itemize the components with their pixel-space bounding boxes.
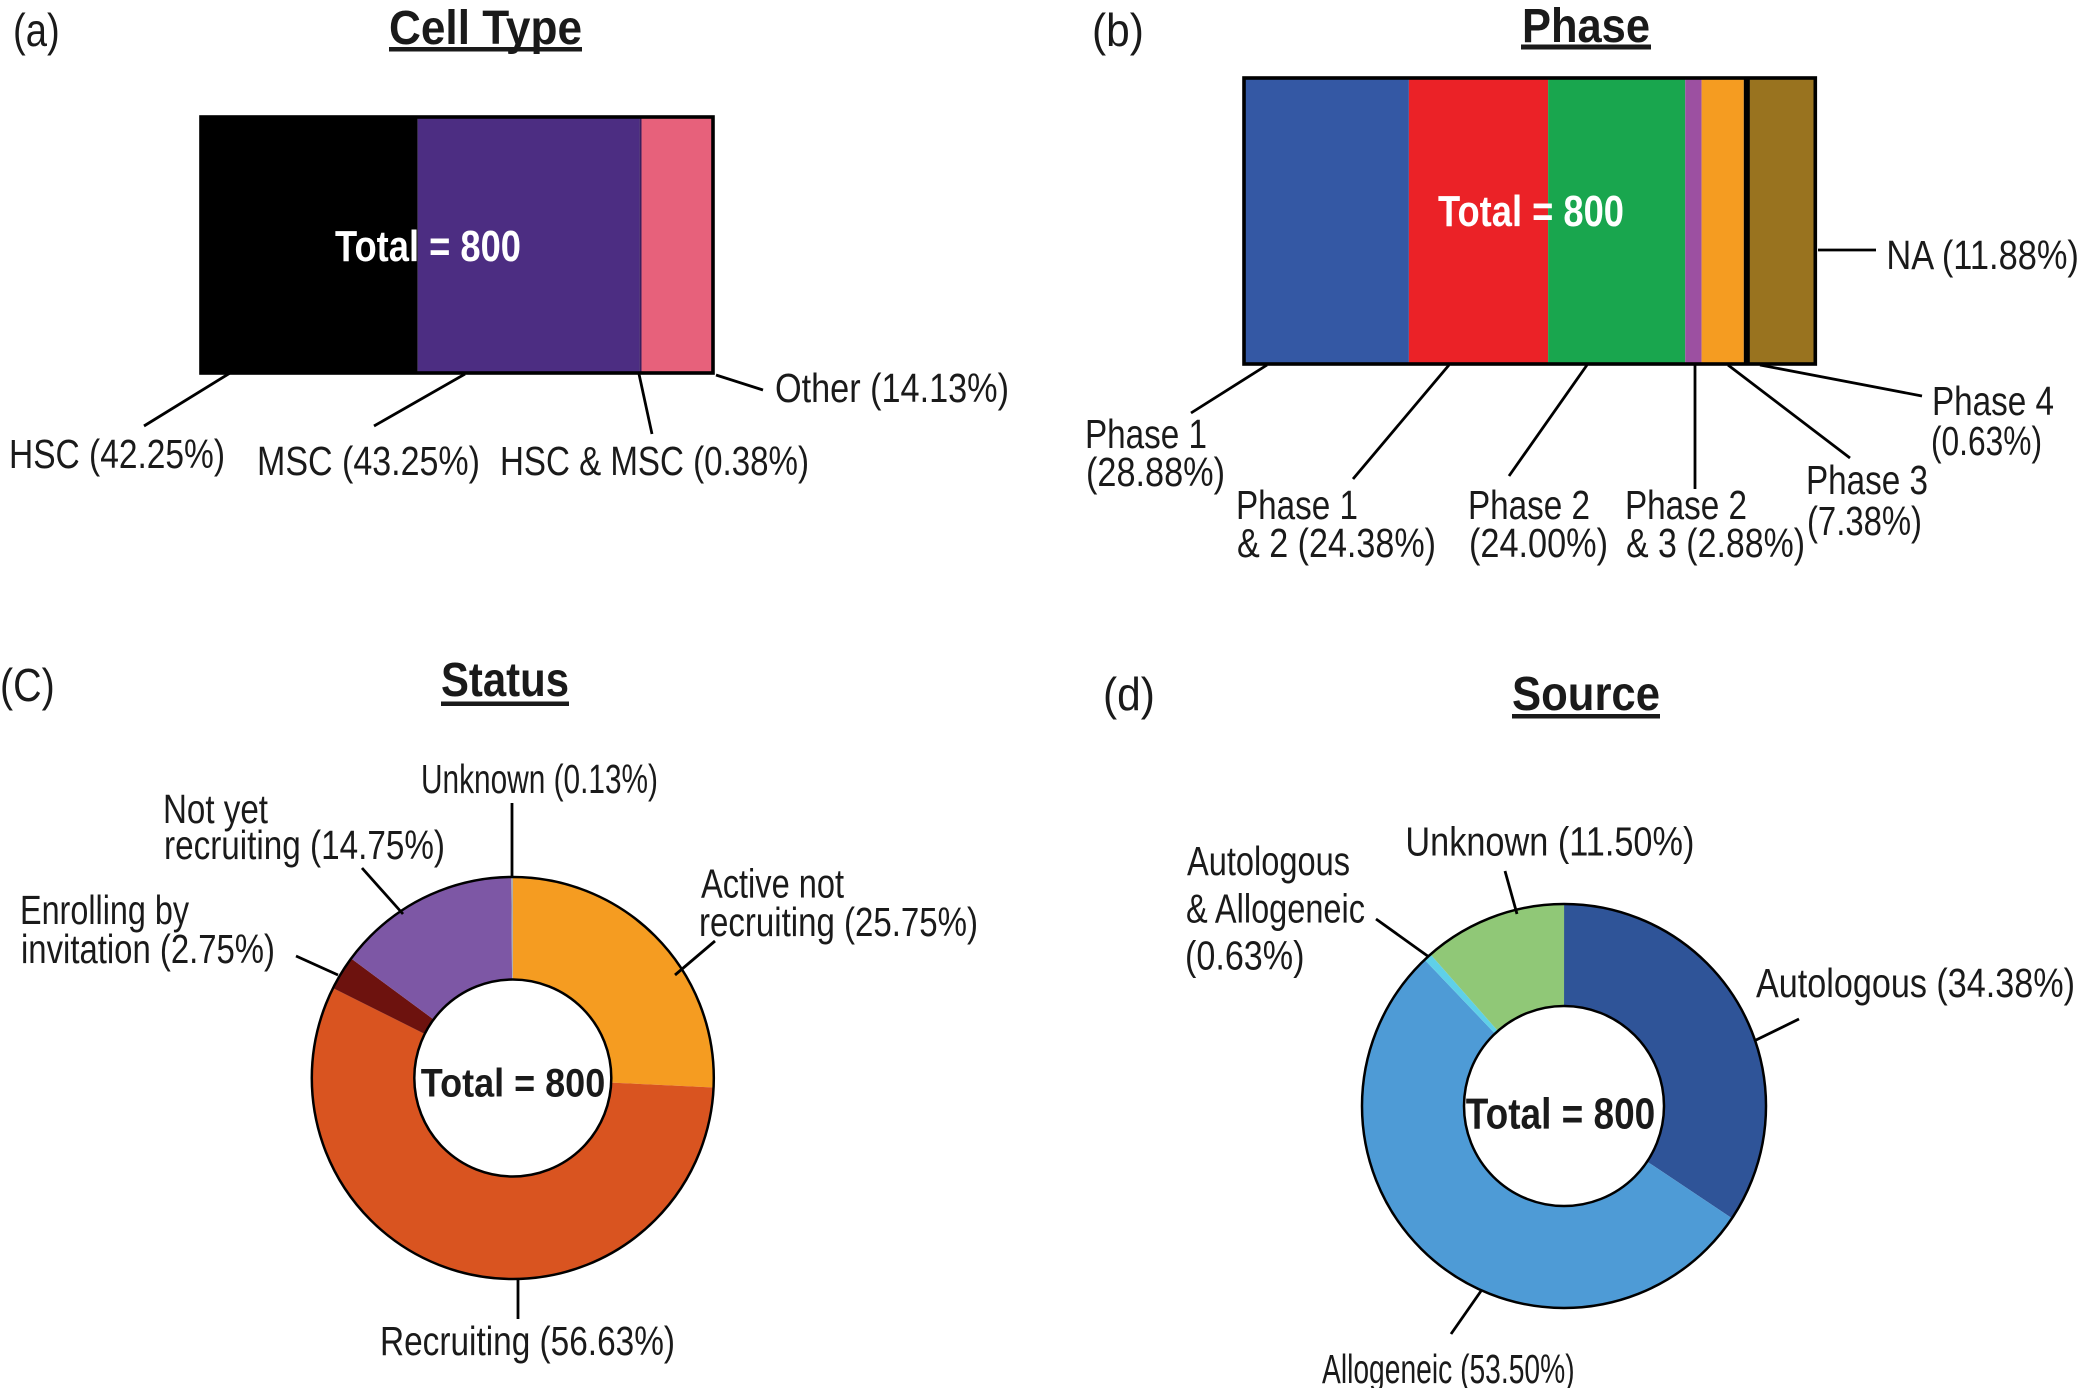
svg-text:(7.38%): (7.38%) (1807, 498, 1922, 544)
svg-text:recruiting (14.75%): recruiting (14.75%) (164, 822, 445, 868)
svg-text:HSC & MSC (0.38%): HSC & MSC (0.38%) (500, 438, 809, 484)
svg-text:recruiting (25.75%): recruiting (25.75%) (699, 899, 978, 945)
svg-text:(24.00%): (24.00%) (1469, 520, 1608, 566)
svg-text:Phase 3: Phase 3 (1806, 457, 1928, 503)
svg-text:(0.63%): (0.63%) (1185, 932, 1305, 978)
svg-text:Phase 1: Phase 1 (1085, 411, 1207, 457)
svg-text:Phase 2: Phase 2 (1625, 482, 1747, 528)
svg-text:Phase 2: Phase 2 (1468, 482, 1590, 528)
svg-text:Source: Source (1512, 668, 1660, 721)
svg-text:Status: Status (441, 654, 569, 707)
svg-text:Unknown (0.13%): Unknown (0.13%) (421, 756, 658, 802)
svg-text:Total = 800: Total = 800 (1466, 1089, 1656, 1138)
svg-text:& 3 (2.88%): & 3 (2.88%) (1626, 520, 1805, 566)
svg-text:Active not: Active not (701, 861, 844, 907)
svg-text:HSC (42.25%): HSC (42.25%) (9, 431, 225, 477)
svg-text:Unknown (11.50%): Unknown (11.50%) (1405, 819, 1694, 865)
svg-text:Other (14.13%): Other (14.13%) (775, 365, 1009, 411)
svg-text:Total = 800: Total = 800 (335, 222, 521, 271)
svg-text:Total = 800: Total = 800 (421, 1062, 606, 1106)
svg-text:NA (11.88%): NA (11.88%) (1886, 232, 2078, 278)
svg-text:Autologous (34.38%): Autologous (34.38%) (1756, 960, 2075, 1006)
svg-text:Enrolling by: Enrolling by (20, 887, 189, 933)
svg-text:invitation (2.75%): invitation (2.75%) (21, 926, 275, 972)
svg-text:(d): (d) (1103, 668, 1155, 720)
svg-text:Phase 4: Phase 4 (1932, 378, 2054, 424)
svg-text:Autologous: Autologous (1187, 838, 1350, 884)
svg-text:(C): (C) (0, 659, 55, 711)
svg-text:& Allogeneic: & Allogeneic (1186, 886, 1365, 932)
svg-text:& 2 (24.38%): & 2 (24.38%) (1237, 520, 1436, 566)
svg-text:Allogeneic (53.50%): Allogeneic (53.50%) (1322, 1346, 1575, 1388)
svg-text:(a): (a) (13, 4, 60, 56)
svg-text:Phase 1: Phase 1 (1236, 482, 1358, 528)
svg-text:Recruiting (56.63%): Recruiting (56.63%) (380, 1318, 675, 1364)
svg-text:(0.63%): (0.63%) (1931, 418, 2042, 464)
svg-text:Phase: Phase (1522, 0, 1650, 53)
svg-text:(28.88%): (28.88%) (1086, 449, 1225, 495)
svg-text:MSC (43.25%): MSC (43.25%) (257, 438, 480, 484)
svg-text:(b): (b) (1092, 4, 1144, 56)
svg-text:Total = 800: Total = 800 (1438, 187, 1624, 236)
svg-text:Not yet: Not yet (163, 786, 268, 832)
svg-text:Cell Type: Cell Type (389, 2, 582, 55)
